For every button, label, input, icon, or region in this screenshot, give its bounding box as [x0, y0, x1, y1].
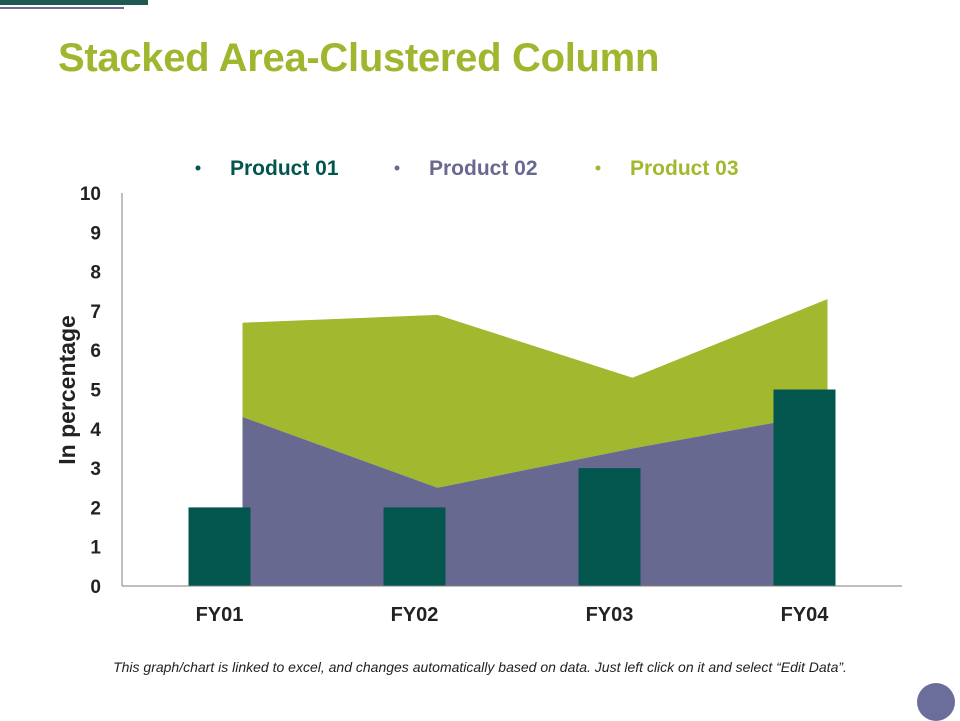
x-tick-label: FY04 — [781, 604, 830, 626]
column-product-01-fy02 — [383, 507, 446, 586]
y-tick-label: 6 — [90, 341, 101, 362]
decorative-top-line — [0, 7, 124, 9]
stacked-area-clustered-column-chart[interactable]: 0 1 2 3 4 5 6 7 8 9 10 FY01 FY02 FY03 FY04 In percent… — [0, 0, 960, 650]
x-axis-tick-labels: FY01 FY02 FY03 FY04 — [196, 604, 830, 626]
y-tick-label: 7 — [90, 302, 101, 323]
y-tick-label: 2 — [90, 498, 101, 519]
legend-label: Product 03 — [630, 157, 739, 180]
column-product-01-fy01 — [188, 507, 251, 586]
y-tick-label: 3 — [90, 459, 101, 480]
y-axis-label: In percentage — [54, 315, 80, 465]
y-tick-label: 10 — [80, 184, 101, 205]
legend-bullet — [195, 165, 201, 171]
area-product-03 — [242, 299, 828, 488]
column-series-layer — [188, 389, 836, 586]
decorative-top-bar — [0, 0, 148, 5]
y-tick-label: 0 — [90, 577, 101, 598]
y-tick-label: 4 — [90, 420, 101, 441]
x-tick-label: FY01 — [196, 604, 244, 626]
page-title: Stacked Area-Clustered Column — [58, 36, 660, 80]
legend-bullet — [394, 165, 400, 171]
y-tick-label: 1 — [90, 538, 101, 559]
area-series-layer — [242, 299, 828, 586]
legend-label: Product 01 — [230, 157, 339, 180]
column-product-01-fy03 — [578, 468, 641, 586]
y-axis-tick-labels: 0 1 2 3 4 5 6 7 8 9 10 — [80, 184, 102, 598]
column-product-01-fy04 — [773, 389, 836, 586]
legend-bullet — [595, 165, 601, 171]
y-tick-label: 9 — [90, 223, 101, 244]
y-tick-label: 8 — [90, 263, 101, 284]
legend-label: Product 02 — [429, 157, 538, 180]
y-tick-label: 5 — [90, 381, 101, 402]
legend: Product 01 Product 02 Product 03 — [195, 157, 739, 180]
footnote: This graph/chart is linked to excel, and… — [113, 659, 847, 675]
x-tick-label: FY03 — [586, 604, 634, 626]
navigation-dot[interactable] — [917, 683, 955, 721]
x-tick-label: FY02 — [391, 604, 439, 626]
